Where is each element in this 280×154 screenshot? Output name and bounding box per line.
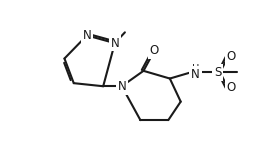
Text: H: H xyxy=(192,64,199,73)
Text: O: O xyxy=(150,44,159,57)
Text: N: N xyxy=(191,68,200,81)
Text: O: O xyxy=(227,51,236,63)
Text: O: O xyxy=(227,81,236,94)
Text: S: S xyxy=(214,66,221,79)
Text: N: N xyxy=(110,37,119,50)
Text: N: N xyxy=(117,80,126,93)
Text: N: N xyxy=(83,29,91,42)
